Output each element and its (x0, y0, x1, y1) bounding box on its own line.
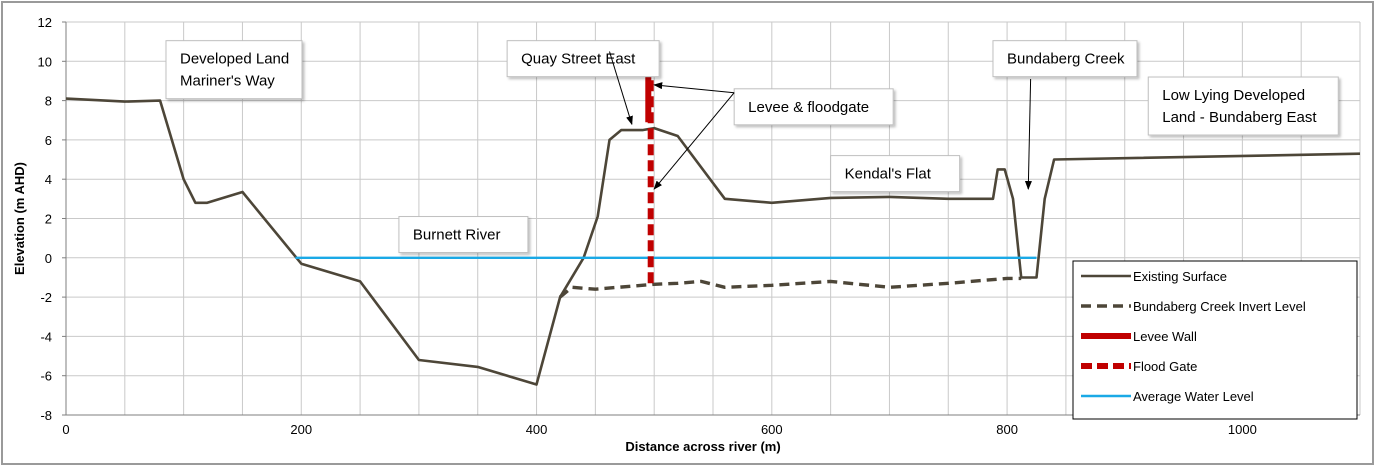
annotation-burnett-river: Burnett River (398, 216, 529, 254)
annotation-arrow (653, 82, 735, 94)
legend-box: Existing Surface Bundaberg Creek Invert L… (1072, 260, 1358, 420)
y-tick-label: 8 (45, 94, 52, 109)
y-axis-title: Elevation (m AHD) (12, 162, 27, 275)
annotation-text: Kendal's Flat (845, 166, 932, 183)
y-tick-label: -4 (40, 329, 52, 344)
annotation-box (398, 216, 529, 254)
annotation-box (992, 40, 1138, 78)
x-tick-label: 400 (526, 422, 548, 437)
annotation-text: Quay Street East (521, 51, 636, 68)
annotation-text: Mariner's Way (180, 73, 275, 90)
annotation-box (830, 155, 961, 193)
annotation-bundaberg-creek: Bundaberg Creek (992, 40, 1138, 191)
y-tick-label: 6 (45, 133, 52, 148)
legend: Existing Surface Bundaberg Creek Invert L… (1072, 260, 1358, 420)
annotation-kendal-s-flat: Kendal's Flat (830, 155, 961, 193)
series-bundaberg-creek-invert-level (559, 276, 1022, 299)
annotation-developed-land-mariner-s-way: Developed Land Mariner's Way (165, 40, 303, 100)
annotation-box (506, 40, 660, 78)
annotation-text: Low Lying Developed (1162, 87, 1305, 104)
y-tick-label: -8 (40, 408, 52, 423)
annotation-levee-floodgate: Levee & floodgate (653, 82, 894, 190)
legend-label-levee-wall: Levee Wall (1133, 329, 1197, 344)
x-tick-label: 0 (62, 422, 69, 437)
annotation-quay-street-east: Quay Street East (506, 40, 660, 126)
annotation-text: Developed Land (180, 51, 289, 68)
annotation-arrow (609, 51, 633, 126)
annotation-text: Burnett River (413, 227, 501, 244)
annotation-box (1147, 76, 1339, 136)
annotations: Developed Land Mariner's Way Quay Street E… (165, 40, 1339, 254)
y-tick-label: 10 (38, 54, 52, 69)
annotation-box (165, 40, 303, 100)
legend-label-average-water-level: Average Water Level (1133, 389, 1254, 404)
x-axis-title: Distance across river (m) (625, 439, 780, 454)
x-tick-label: 200 (290, 422, 312, 437)
annotation-box (733, 88, 894, 126)
y-tick-label: 2 (45, 212, 52, 227)
annotation-arrow (653, 92, 735, 190)
legend-label-bundaberg-creek-invert-level: Bundaberg Creek Invert Level (1133, 299, 1306, 314)
annotation-low-lying-developed-land-bundaberg-east: Low Lying Developed Land - Bundaberg East (1147, 76, 1339, 136)
annotation-text: Levee & floodgate (748, 99, 869, 116)
x-tick-label: 800 (996, 422, 1018, 437)
annotation-arrow (1024, 78, 1032, 191)
y-tick-label: -6 (40, 369, 52, 384)
x-tick-label: 1000 (1228, 422, 1257, 437)
y-tick-label: 12 (38, 15, 52, 30)
annotation-text: Bundaberg Creek (1007, 51, 1125, 68)
y-tick-label: 4 (45, 172, 52, 187)
annotation-text: Land - Bundaberg East (1162, 109, 1317, 126)
x-tick-label: 600 (761, 422, 783, 437)
legend-label-existing-surface: Existing Surface (1133, 269, 1227, 284)
legend-label-flood-gate: Flood Gate (1133, 359, 1197, 374)
y-tick-label: 0 (45, 251, 52, 266)
legend-frame (1072, 260, 1358, 420)
series-existing-surface (65, 97, 1361, 386)
y-tick-label: -2 (40, 290, 52, 305)
